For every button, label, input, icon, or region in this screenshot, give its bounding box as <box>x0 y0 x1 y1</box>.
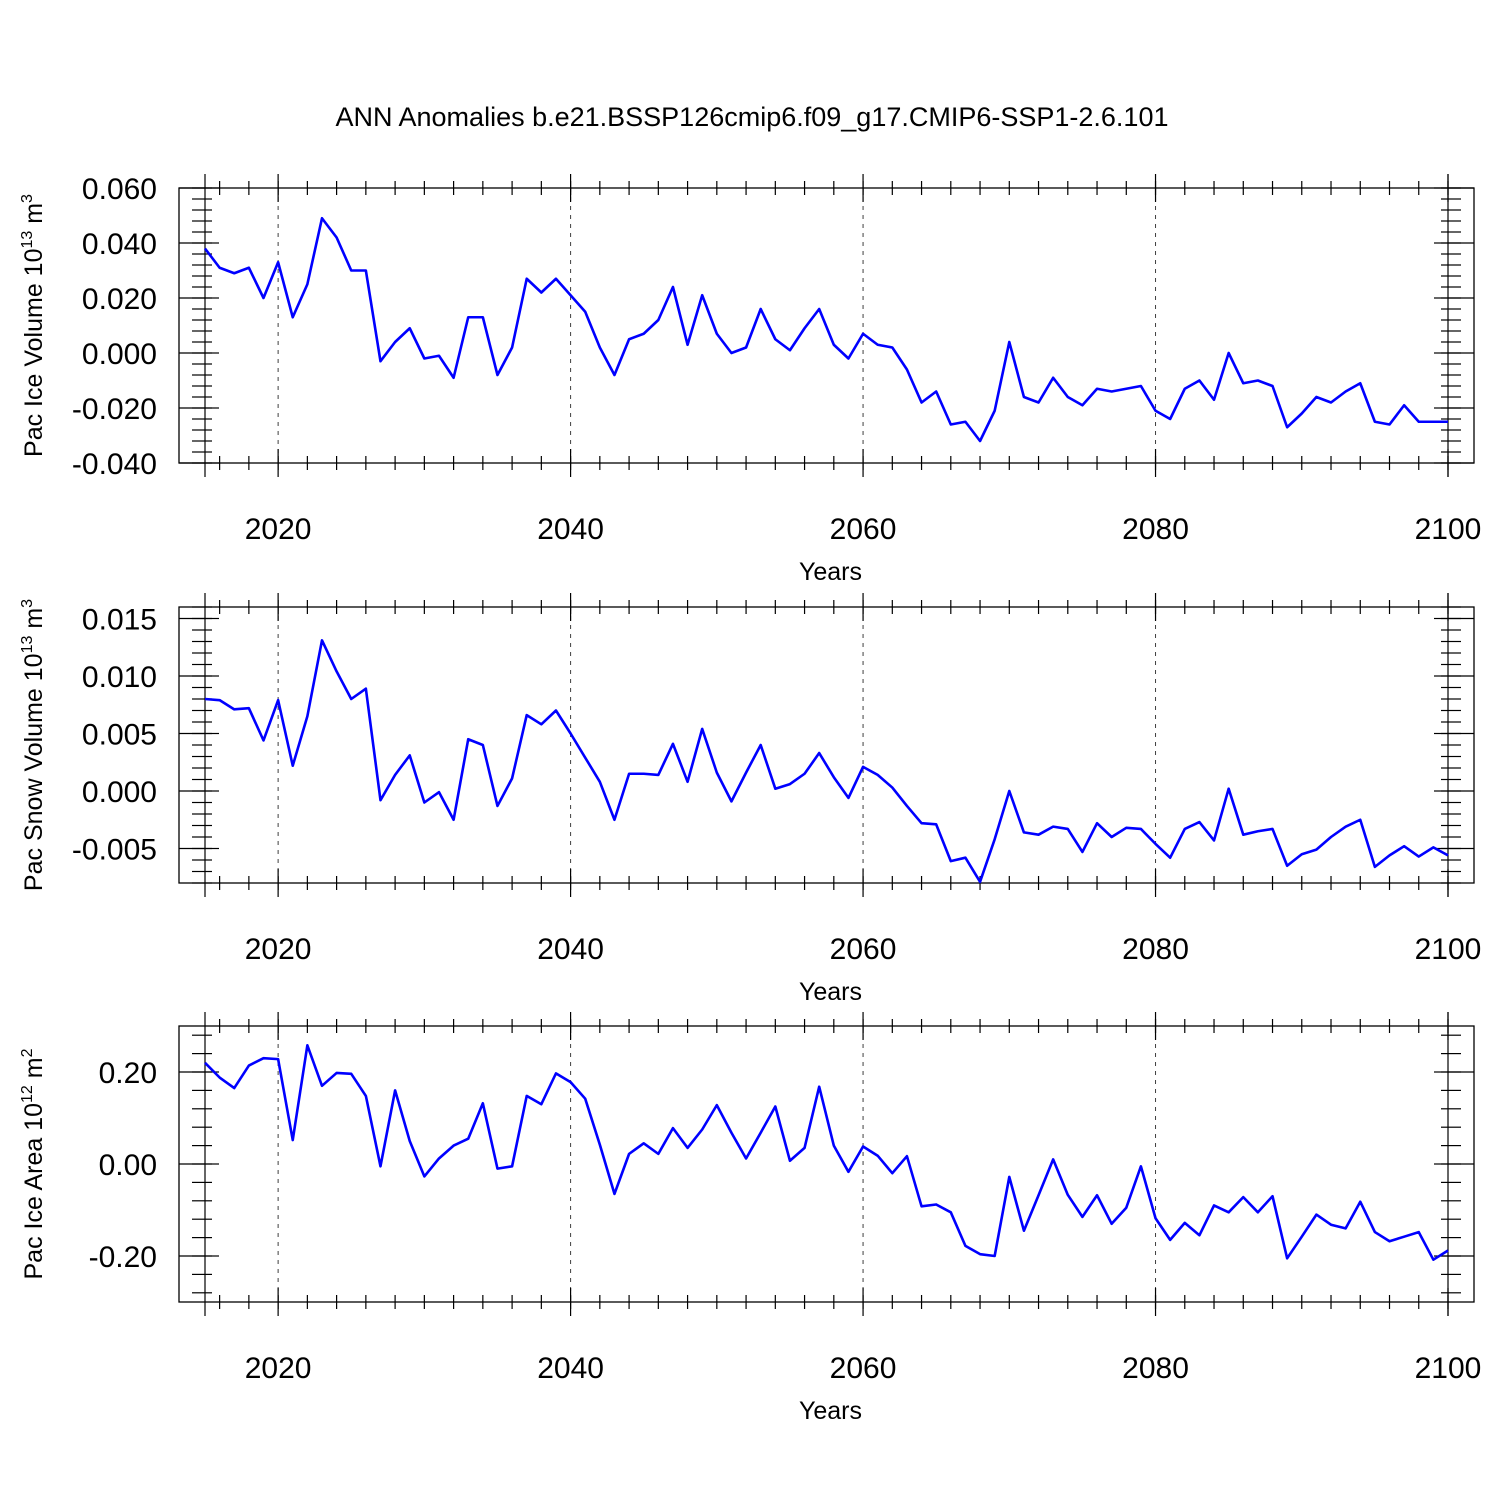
x-tick-label: 2040 <box>537 513 604 546</box>
y-tick-label: 0.040 <box>82 228 157 261</box>
x-tick-label: 2060 <box>830 933 897 966</box>
chart-panels: 2020 2040 2060 2080 2100 -0.040 -0.020 0.000 0.0… <box>19 173 1481 1425</box>
y-tick-label: 0.000 <box>82 338 157 371</box>
x-tick-label: 2020 <box>245 513 312 546</box>
x-tick-label: 2080 <box>1122 1352 1189 1385</box>
plot-frame <box>178 1025 1475 1303</box>
y-tick-label: -0.040 <box>72 448 157 481</box>
y-tick-label: 0.20 <box>99 1057 157 1090</box>
y-axis-label: Pac Ice Area 1012 m2 <box>19 1048 48 1279</box>
plot-frame <box>178 187 1475 464</box>
x-tick-label: 2060 <box>830 1352 897 1385</box>
y-tick-label: -0.005 <box>72 834 157 867</box>
series-line <box>203 216 1448 443</box>
x-tick-label: 2020 <box>245 1352 312 1385</box>
chart-title: ANN Anomalies b.e21.BSSP126cmip6.f09_g17… <box>336 102 1169 132</box>
x-tick-label: 2100 <box>1415 513 1482 546</box>
panel-2: 2020 2040 2060 2080 2100 -0.005 0.000 0.005 0.01… <box>19 593 1481 1006</box>
y-tick-label: -0.20 <box>89 1241 157 1274</box>
series-line <box>204 1044 1449 1261</box>
x-tick-label: 2020 <box>245 933 312 966</box>
y-axis-label: Pac Snow Volume 1013 m3 <box>19 599 48 891</box>
y-tick-label: 0.00 <box>99 1149 157 1182</box>
x-tick-label: 2060 <box>830 513 897 546</box>
panel-1: 2020 2040 2060 2080 2100 -0.040 -0.020 0.000 0.0… <box>19 173 1481 586</box>
x-tick-label: 2080 <box>1122 513 1189 546</box>
y-tick-label: 0.020 <box>82 283 157 316</box>
x-axis-label: Years <box>799 558 862 586</box>
y-tick-label: 0.000 <box>82 776 157 809</box>
y-tick-label: 0.060 <box>82 173 157 206</box>
x-tick-label: 2040 <box>537 933 604 966</box>
x-axis-label: Years <box>799 978 862 1006</box>
plot-frame <box>178 606 1475 884</box>
y-tick-label: -0.020 <box>72 393 157 426</box>
x-axis-label: Years <box>799 1397 862 1425</box>
y-axis-label: Pac Ice Volume 1013 m3 <box>19 194 48 457</box>
x-tick-label: 2040 <box>537 1352 604 1385</box>
x-tick-label: 2080 <box>1122 933 1189 966</box>
y-tick-label: 0.015 <box>82 604 157 637</box>
x-tick-label: 2100 <box>1415 933 1482 966</box>
y-tick-label: 0.010 <box>82 661 157 694</box>
y-tick-label: 0.005 <box>82 719 157 752</box>
series-line <box>204 639 1449 884</box>
panel-3: 2020 2040 2060 2080 2100 -0.20 0.00 0.20 Years Pa… <box>19 1012 1481 1425</box>
x-tick-label: 2100 <box>1415 1352 1482 1385</box>
